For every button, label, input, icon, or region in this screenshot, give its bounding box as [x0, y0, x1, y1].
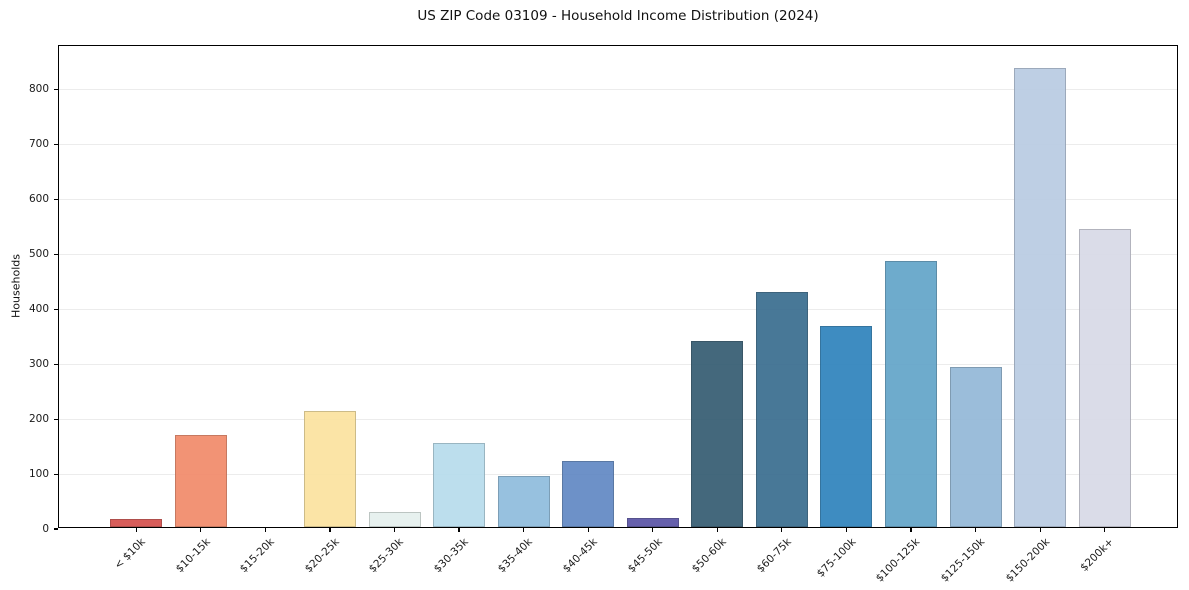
x-axis-tick — [393, 528, 396, 532]
gridline — [59, 89, 1177, 91]
y-tick-label: 700 — [28, 138, 49, 151]
x-axis-tick — [1039, 528, 1041, 532]
bar-25-30k — [368, 512, 421, 527]
bar-100-125k — [885, 261, 938, 527]
x-axis-tick — [200, 528, 202, 532]
bar-30-35k — [433, 443, 486, 527]
chart-title: US ZIP Code 03109 - Household Income Dis… — [417, 8, 819, 24]
gridline — [59, 473, 1177, 475]
x-tick-label: $50-60k — [689, 536, 729, 576]
bar-10k — [110, 519, 163, 527]
y-axis-tick — [53, 308, 58, 311]
x-axis-tick — [652, 528, 654, 532]
bar-150-200k — [1014, 67, 1067, 527]
gridline — [59, 199, 1177, 201]
x-tick-label: $75-100k — [814, 536, 858, 580]
y-tick-label: 300 — [28, 357, 49, 370]
x-tick-label: $15-20k — [237, 536, 277, 576]
x-tick-label: $60-75k — [754, 536, 794, 576]
y-tick-label: 600 — [28, 193, 49, 206]
y-axis-tick — [53, 199, 58, 201]
x-tick-label: $100-125k — [873, 536, 923, 585]
gridline — [59, 144, 1177, 146]
y-axis-tick — [53, 528, 58, 530]
bar-200k — [1078, 228, 1131, 527]
gridline — [59, 308, 1177, 310]
x-tick-label: $30-35k — [431, 536, 471, 576]
y-axis-tick — [53, 418, 58, 420]
bar-40-45k — [562, 461, 615, 527]
gridline — [59, 363, 1177, 365]
y-axis-tick — [53, 363, 58, 365]
x-axis-tick — [458, 528, 460, 532]
y-tick-label: 200 — [28, 412, 49, 425]
bar-10-15k — [174, 435, 227, 527]
x-tick-label: $40-45k — [560, 536, 600, 576]
y-tick-label: 400 — [28, 302, 49, 315]
x-axis-tick — [1104, 528, 1106, 532]
y-tick-label: 100 — [28, 467, 49, 480]
x-tick-label: $20-25k — [302, 536, 342, 576]
bar-45-50k — [626, 518, 679, 527]
bar-60-75k — [755, 291, 808, 527]
x-axis-tick — [587, 528, 589, 532]
y-tick-label: 500 — [28, 248, 49, 261]
gridline — [59, 418, 1177, 420]
x-axis-tick — [523, 528, 525, 532]
bar-75-100k — [820, 326, 873, 527]
x-axis-tick — [845, 528, 848, 532]
bar-20-25k — [303, 410, 356, 527]
x-tick-label: $35-40k — [496, 536, 536, 576]
y-tick-label: 800 — [28, 83, 49, 96]
x-tick-label: $150-200k — [1003, 536, 1052, 585]
y-tick-label: 0 — [42, 522, 49, 535]
x-tick-label: $45-50k — [625, 536, 665, 576]
x-axis-tick — [329, 528, 331, 532]
plot-area: 0 100 200 300 400 500 600 700 800 < $10k $10-15k $1… — [29, 45, 1178, 585]
x-tick-label: $125-150k — [938, 536, 988, 585]
y-axis-tick — [53, 473, 58, 475]
x-tick-label: < $10k — [112, 536, 148, 572]
x-axis-tick — [910, 528, 912, 532]
x-tick-label: $25-30k — [366, 536, 407, 576]
x-tick-label: $200k+ — [1078, 536, 1117, 574]
bar-125-150k — [949, 366, 1002, 527]
x-axis-tick — [781, 528, 783, 532]
x-axis-tick — [716, 528, 718, 532]
y-axis-tick — [53, 144, 58, 146]
y-axis-tick — [53, 89, 58, 91]
x-axis-tick — [135, 528, 137, 532]
bar-50-60k — [691, 341, 744, 527]
bar-35-40k — [497, 475, 550, 527]
y-axis-tick — [53, 253, 58, 256]
x-axis-tick — [974, 528, 977, 532]
x-axis-tick — [264, 528, 266, 532]
x-tick-label: $10-15k — [173, 536, 213, 576]
gridline — [59, 254, 1177, 256]
